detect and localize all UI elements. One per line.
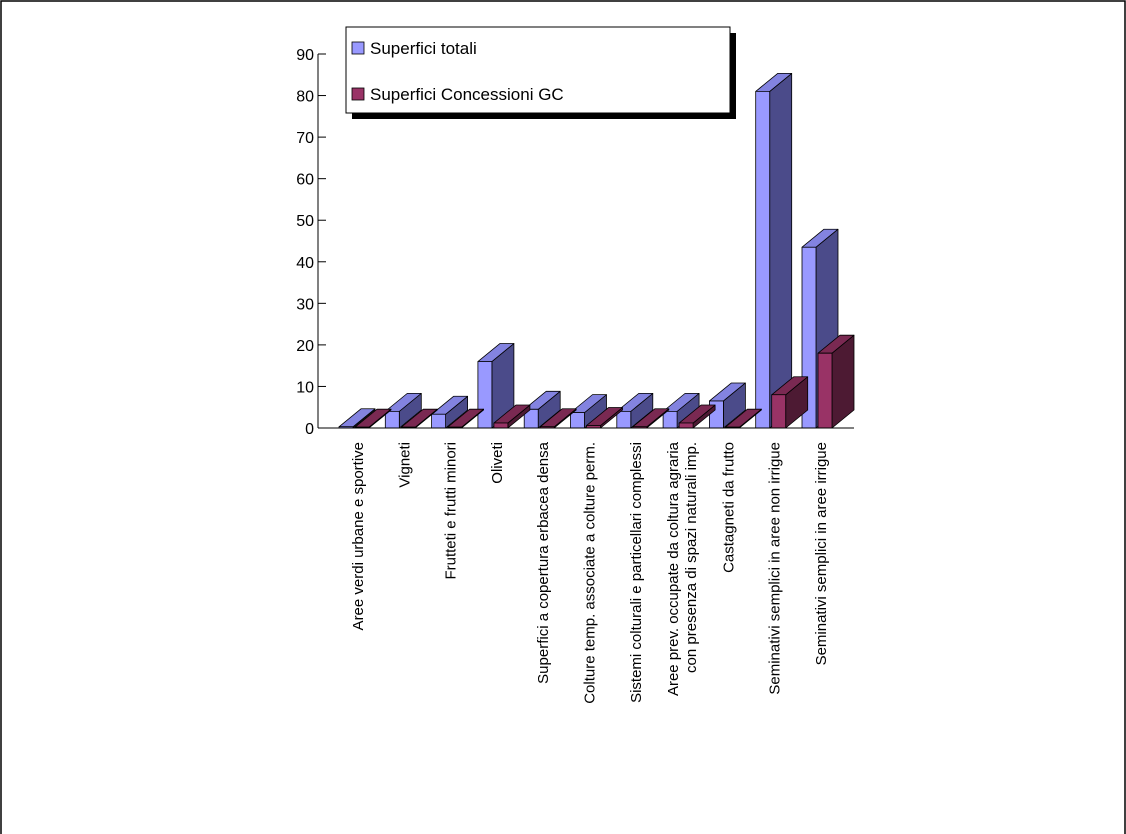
bar <box>338 408 376 429</box>
y-tick-label: 20 <box>296 338 314 355</box>
category-label: Oliveti <box>489 442 506 484</box>
bar-front <box>771 394 787 429</box>
bar-side <box>769 73 793 429</box>
category-label: Seminativi semplici in aree non irrigue <box>767 442 784 695</box>
legend-label-superfici-totali: Superfici totali <box>370 39 477 58</box>
bar-front <box>477 361 493 429</box>
category-label: Colture temp. associate a colture perm. <box>582 442 599 704</box>
bar-front <box>570 412 585 429</box>
bar <box>354 408 392 429</box>
category-label: Castagneti da frutto <box>720 442 737 573</box>
bar-front <box>755 91 771 429</box>
category-label: Sistemi colturali e particellari comples… <box>628 442 645 703</box>
bar <box>616 392 654 429</box>
category-label: Superfici a copertura erbacea densa <box>535 441 552 683</box>
y-tick-label: 50 <box>296 213 314 230</box>
category-label: Aree prev. occupate da coltura agraria <box>665 441 682 696</box>
bar <box>570 394 607 429</box>
bar-front <box>493 422 509 429</box>
bar <box>400 408 438 429</box>
bar <box>632 408 670 429</box>
bar-front <box>616 410 632 429</box>
bar <box>771 376 809 429</box>
bar <box>493 404 531 429</box>
y-tick-label: 0 <box>305 421 314 438</box>
bar <box>384 392 422 429</box>
bar <box>678 404 716 429</box>
bar <box>447 408 485 429</box>
bar-front <box>384 410 400 429</box>
legend-swatch-superfici-totali <box>351 41 365 55</box>
y-tick-label: 70 <box>296 130 314 147</box>
y-tick-label: 30 <box>296 296 314 313</box>
category-label: Seminativi semplici in aree irrigue <box>813 442 830 665</box>
y-tick-label: 40 <box>296 255 314 272</box>
bar <box>817 334 855 429</box>
bar <box>662 392 700 429</box>
bar-front <box>678 422 694 429</box>
category-labels: Aree verdi urbane e sportive Vigneti Frutt… <box>350 441 830 703</box>
y-tick-label: 10 <box>296 379 314 396</box>
category-label: con presenza di spazi naturali imp. <box>683 442 700 673</box>
y-tick-label: 80 <box>296 89 314 106</box>
category-label: Aree verdi urbane e sportive <box>350 442 367 630</box>
category-label: Vigneti <box>396 442 413 488</box>
legend-label-superfici-concessioni: Superfici Concessioni GC <box>370 85 564 104</box>
y-axis: 0 10 20 30 40 50 60 70 80 90 <box>296 47 854 438</box>
bar <box>539 408 577 429</box>
bar <box>431 395 469 429</box>
category-label: Frutteti e frutti minori <box>443 442 460 580</box>
bar-front <box>662 410 678 429</box>
bar <box>586 407 623 429</box>
bar-front <box>817 352 833 429</box>
y-tick-label: 60 <box>296 172 314 189</box>
bar-front <box>431 413 447 429</box>
bar <box>755 73 793 429</box>
legend: Superfici totali Superfici Concessioni G… <box>345 26 736 119</box>
legend-swatch-superfici-concessioni <box>351 87 365 101</box>
legend-box <box>345 26 731 114</box>
bars-layer <box>338 73 855 429</box>
y-tick-label: 90 <box>296 47 314 64</box>
